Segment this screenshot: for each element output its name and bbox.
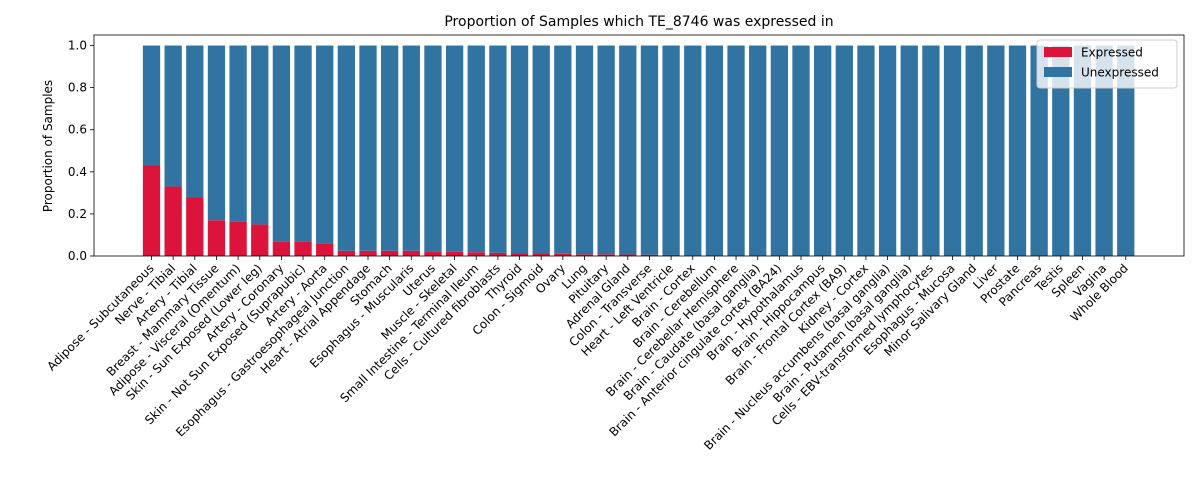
bar-unexpressed [575, 45, 594, 255]
legend-label: Expressed [1081, 46, 1143, 60]
bar-expressed [337, 250, 355, 256]
bar-unexpressed [1052, 45, 1070, 256]
legend-label: Unexpressed [1081, 66, 1159, 80]
bar-expressed [229, 221, 247, 256]
bar-unexpressed [1117, 45, 1135, 256]
bar-unexpressed [402, 45, 420, 251]
bar-expressed [662, 254, 680, 256]
bar-expressed [164, 186, 182, 256]
bar-expressed [640, 254, 659, 256]
bar-unexpressed [359, 45, 377, 251]
bar-expressed [359, 250, 377, 256]
bar-unexpressed [554, 45, 572, 254]
bar-unexpressed [424, 45, 442, 252]
bar-unexpressed [900, 45, 918, 256]
bar-expressed [619, 254, 637, 256]
bar-unexpressed [337, 45, 355, 251]
y-tick-label: 0.6 [68, 123, 87, 137]
bar-unexpressed [381, 45, 399, 251]
bar-unexpressed [684, 45, 702, 256]
y-tick-label: 1.0 [68, 39, 87, 53]
bar-unexpressed [186, 45, 204, 198]
y-tick-label: 0.4 [68, 165, 87, 179]
y-axis: 0.0 0.2 0.4 0.6 0.8 1.0 [68, 39, 94, 263]
bar-expressed [381, 250, 399, 256]
y-tick-label: 0.0 [68, 249, 87, 263]
bar-expressed [532, 253, 550, 256]
bar-expressed [251, 224, 269, 256]
bar-unexpressed [445, 45, 464, 252]
bar-unexpressed [792, 45, 810, 256]
bar-expressed [575, 254, 594, 256]
bar-unexpressed [619, 45, 637, 255]
bar-expressed [467, 252, 485, 256]
bar-unexpressed [1030, 45, 1048, 256]
bar-unexpressed [857, 45, 875, 256]
bar-unexpressed [943, 45, 962, 256]
bar-unexpressed [705, 45, 724, 256]
bars-group [142, 45, 1135, 256]
bar-unexpressed [532, 45, 550, 254]
bar-expressed [294, 241, 312, 256]
bar-expressed [316, 243, 334, 256]
bar-unexpressed [1008, 45, 1027, 256]
bar-unexpressed [878, 45, 897, 256]
bar-unexpressed [727, 45, 745, 256]
plot-area-frame [93, 34, 1185, 257]
bar-expressed [445, 251, 464, 256]
bar-expressed [402, 250, 420, 256]
bar-unexpressed [835, 45, 853, 256]
bar-unexpressed [749, 45, 767, 256]
y-axis-label: Proportion of Samples [41, 80, 55, 212]
bar-expressed [489, 252, 507, 256]
bar-unexpressed [1095, 45, 1113, 256]
bar-expressed [424, 251, 442, 256]
bar-unexpressed [316, 45, 334, 244]
bar-unexpressed [814, 45, 832, 256]
bar-unexpressed [229, 45, 247, 222]
bar-unexpressed [1073, 45, 1092, 256]
bar-expressed [142, 165, 161, 256]
bar-expressed [510, 253, 529, 256]
legend-swatch [1044, 67, 1072, 77]
y-tick-label: 0.2 [68, 207, 87, 221]
bar-expressed [554, 253, 572, 256]
bar-expressed [207, 220, 226, 256]
bar-unexpressed [510, 45, 529, 254]
bar-unexpressed [922, 45, 940, 256]
bar-unexpressed [662, 45, 680, 255]
bar-unexpressed [770, 45, 788, 256]
bar-unexpressed [467, 45, 485, 253]
bar-unexpressed [207, 45, 226, 221]
legend-swatch [1044, 47, 1072, 57]
chart-title: Proportion of Samples which TE_8746 was … [444, 14, 833, 30]
bar-unexpressed [489, 45, 507, 253]
bar-unexpressed [987, 45, 1005, 256]
bar-unexpressed [142, 45, 161, 166]
bar-unexpressed [294, 45, 312, 242]
legend: Expressed Unexpressed [1036, 39, 1178, 89]
bar-unexpressed [164, 45, 182, 187]
bar-unexpressed [272, 45, 291, 242]
bar-expressed [272, 241, 291, 256]
bar-unexpressed [965, 45, 983, 256]
bar-expressed [597, 254, 615, 256]
bar-expressed [186, 197, 204, 256]
y-tick-label: 0.8 [68, 81, 87, 95]
bar-unexpressed [597, 45, 615, 255]
bar-unexpressed [251, 45, 269, 225]
bar-unexpressed [640, 45, 659, 255]
